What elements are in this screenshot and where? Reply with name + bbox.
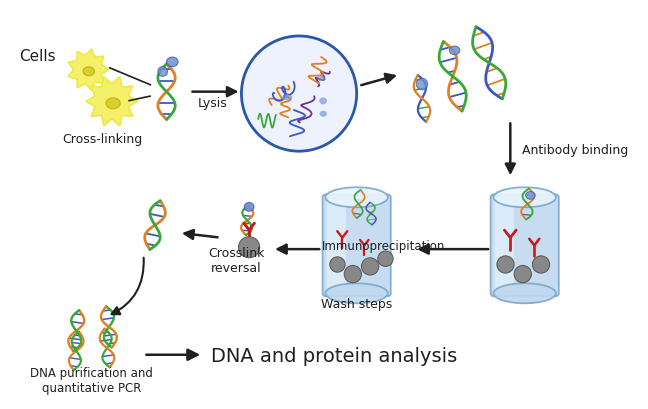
- Circle shape: [514, 266, 531, 283]
- Circle shape: [330, 257, 345, 272]
- Circle shape: [362, 258, 378, 275]
- Circle shape: [344, 266, 362, 283]
- FancyBboxPatch shape: [494, 201, 514, 291]
- Polygon shape: [68, 49, 109, 91]
- Text: Immunoprecipitation: Immunoprecipitation: [321, 240, 445, 252]
- Circle shape: [416, 79, 428, 90]
- Text: Crosslink
reversal: Crosslink reversal: [209, 247, 265, 274]
- Ellipse shape: [494, 283, 556, 303]
- FancyBboxPatch shape: [323, 195, 391, 297]
- Polygon shape: [86, 77, 138, 127]
- Circle shape: [533, 256, 550, 274]
- FancyBboxPatch shape: [327, 201, 346, 291]
- Text: Antibody binding: Antibody binding: [522, 144, 628, 157]
- FancyArrowPatch shape: [111, 258, 144, 315]
- Ellipse shape: [318, 77, 325, 82]
- Circle shape: [497, 256, 514, 274]
- Text: Cells: Cells: [19, 49, 55, 64]
- Ellipse shape: [106, 99, 121, 110]
- Ellipse shape: [244, 203, 254, 212]
- Ellipse shape: [83, 67, 95, 76]
- Ellipse shape: [319, 112, 327, 117]
- Ellipse shape: [494, 188, 556, 208]
- Ellipse shape: [167, 58, 178, 67]
- Circle shape: [158, 67, 167, 77]
- Circle shape: [238, 237, 260, 258]
- Text: DNA and protein analysis: DNA and protein analysis: [211, 346, 457, 365]
- Ellipse shape: [526, 192, 535, 200]
- Text: Cross-linking: Cross-linking: [62, 132, 143, 145]
- Ellipse shape: [449, 47, 460, 56]
- Ellipse shape: [282, 95, 292, 101]
- FancyBboxPatch shape: [491, 195, 559, 297]
- Text: Wash steps: Wash steps: [321, 297, 392, 310]
- Circle shape: [242, 37, 356, 152]
- Ellipse shape: [325, 188, 388, 208]
- Ellipse shape: [325, 283, 388, 303]
- Ellipse shape: [319, 98, 327, 105]
- Text: Lysis: Lysis: [198, 97, 227, 110]
- Text: DNA purification and
quantitative PCR: DNA purification and quantitative PCR: [30, 366, 153, 394]
- Circle shape: [378, 252, 393, 267]
